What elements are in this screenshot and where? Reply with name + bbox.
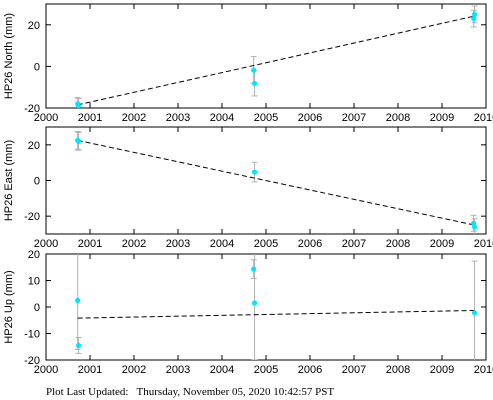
x-tick-label: 2007 xyxy=(342,112,366,124)
panel-3: 2000 2001 2002 2003 2004 2005 2006 2007 2008 2009… xyxy=(3,249,493,376)
x-tick-label: 2000 xyxy=(34,238,58,250)
y-tick-label: 20 xyxy=(28,20,40,32)
plot-last-updated: Plot Last Updated: Thursday, November 05… xyxy=(46,386,335,398)
y-tick-label: 0 xyxy=(34,176,40,188)
data-point xyxy=(251,67,257,73)
y-tick-label: 0 xyxy=(34,61,40,73)
x-tick-label: 2003 xyxy=(166,238,190,250)
y-axis-label: HP26 North (mm) xyxy=(3,13,15,99)
x-tick-label: 2001 xyxy=(78,238,102,250)
x-tick-label: 2008 xyxy=(386,238,410,250)
y-tick-label: 20 xyxy=(28,140,40,152)
trend-line xyxy=(77,15,475,106)
data-layer xyxy=(74,254,478,360)
data-point xyxy=(471,310,478,316)
data-point xyxy=(471,11,478,17)
data-point xyxy=(75,297,81,303)
plot-frame xyxy=(45,253,487,361)
x-tick-label: 2003 xyxy=(166,364,190,376)
trend-line xyxy=(77,139,475,226)
plot-frame xyxy=(45,3,487,109)
panel-1: 2000 2001 2002 2003 2004 2005 2006 2007 2008 2009… xyxy=(3,3,493,124)
y-tick-label: -20 xyxy=(24,211,40,223)
y-axis-label: HP26 Up (mm) xyxy=(3,270,15,343)
data-point xyxy=(251,80,258,87)
x-tick-label: 2006 xyxy=(298,364,322,376)
x-tick-label: 2004 xyxy=(210,112,234,124)
x-tick-label: 2004 xyxy=(210,364,234,376)
x-tick-label: 2008 xyxy=(386,364,410,376)
data-point xyxy=(471,224,478,230)
x-tick-label: 2002 xyxy=(122,238,146,250)
x-tick-label: 2005 xyxy=(254,112,278,124)
data-point xyxy=(471,15,477,22)
x-tick-label: 2007 xyxy=(342,238,366,250)
x-tick-label: 2002 xyxy=(122,364,146,376)
data-point xyxy=(251,266,257,272)
x-tick-label: 2001 xyxy=(78,112,102,124)
data-layer xyxy=(74,130,478,234)
x-tick-label: 2000 xyxy=(34,112,58,124)
data-point xyxy=(75,342,82,349)
x-tick-label: 2009 xyxy=(430,364,454,376)
x-tick-label: 2002 xyxy=(122,112,146,124)
x-tick-label: 2006 xyxy=(298,112,322,124)
x-tick-label: 2000 xyxy=(34,364,58,376)
y-tick-label: -20 xyxy=(24,355,40,367)
data-point xyxy=(251,169,258,175)
x-tick-label: 2009 xyxy=(430,112,454,124)
data-point xyxy=(75,138,82,144)
x-tick-label: 2005 xyxy=(254,238,278,250)
x-tick-label: 2007 xyxy=(342,364,366,376)
data-point xyxy=(75,103,82,108)
y-tick-label: 20 xyxy=(28,249,40,261)
y-axis-label: HP26 East (mm) xyxy=(3,140,15,221)
x-tick-label: 2001 xyxy=(78,364,102,376)
x-tick-label: 2003 xyxy=(166,112,190,124)
y-tick-label: -10 xyxy=(24,329,40,341)
x-tick-label: 2009 xyxy=(430,238,454,250)
data-point xyxy=(251,300,258,306)
y-tick-label: 0 xyxy=(34,302,40,314)
panel-2: 2000 2001 2002 2003 2004 2005 2006 2007 2008 2009… xyxy=(3,126,493,250)
x-tick-label: 2008 xyxy=(386,112,410,124)
data-layer xyxy=(74,5,478,108)
trend-line xyxy=(77,309,475,319)
y-tick-label: -20 xyxy=(24,103,40,115)
y-tick-label: 10 xyxy=(28,276,40,288)
x-tick-label: 2006 xyxy=(298,238,322,250)
x-tick-label: 2005 xyxy=(254,364,278,376)
x-tick-label: 2004 xyxy=(210,238,234,250)
